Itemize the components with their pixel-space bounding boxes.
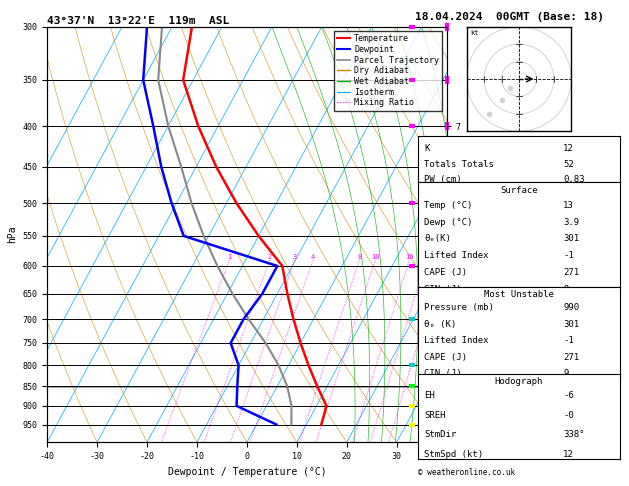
Text: 271: 271 — [563, 353, 579, 362]
Text: 9: 9 — [563, 285, 569, 294]
Text: 10: 10 — [371, 254, 379, 260]
Text: PW (cm): PW (cm) — [425, 175, 462, 184]
Text: -6: -6 — [563, 391, 574, 400]
Text: SREH: SREH — [425, 411, 446, 420]
Text: 3: 3 — [292, 254, 297, 260]
Text: LCL: LCL — [451, 383, 465, 392]
Text: CIN (J): CIN (J) — [425, 369, 462, 379]
Text: Temp (°C): Temp (°C) — [425, 201, 473, 210]
Text: -0: -0 — [563, 411, 574, 420]
Text: 13: 13 — [563, 201, 574, 210]
Text: StmDir: StmDir — [425, 431, 457, 439]
Text: 271: 271 — [563, 268, 579, 277]
Text: -1: -1 — [563, 336, 574, 345]
Text: 16: 16 — [405, 254, 414, 260]
Text: 18.04.2024  00GMT (Base: 18): 18.04.2024 00GMT (Base: 18) — [415, 12, 604, 22]
Text: 1: 1 — [227, 254, 231, 260]
X-axis label: Dewpoint / Temperature (°C): Dewpoint / Temperature (°C) — [167, 467, 326, 477]
Text: Surface: Surface — [500, 186, 538, 195]
Y-axis label: km
ASL: km ASL — [478, 235, 493, 254]
Text: θₑ(K): θₑ(K) — [425, 235, 451, 243]
Text: 4: 4 — [311, 254, 315, 260]
Text: 301: 301 — [563, 320, 579, 329]
Text: Lifted Index: Lifted Index — [425, 251, 489, 260]
Text: 338°: 338° — [563, 431, 585, 439]
Text: CAPE (J): CAPE (J) — [425, 268, 467, 277]
Text: 52: 52 — [563, 159, 574, 169]
Text: 9: 9 — [563, 369, 569, 379]
Text: Hodograph: Hodograph — [495, 377, 543, 386]
Text: Dewp (°C): Dewp (°C) — [425, 218, 473, 227]
Text: Totals Totals: Totals Totals — [425, 159, 494, 169]
Legend: Temperature, Dewpoint, Parcel Trajectory, Dry Adiabat, Wet Adiabat, Isotherm, Mi: Temperature, Dewpoint, Parcel Trajectory… — [334, 31, 442, 110]
Text: -1: -1 — [563, 251, 574, 260]
Text: K: K — [425, 144, 430, 154]
Text: Lifted Index: Lifted Index — [425, 336, 489, 345]
Text: CIN (J): CIN (J) — [425, 285, 462, 294]
Text: 990: 990 — [563, 303, 579, 312]
Text: EH: EH — [425, 391, 435, 400]
Text: Most Unstable: Most Unstable — [484, 290, 554, 299]
Text: Pressure (mb): Pressure (mb) — [425, 303, 494, 312]
Text: 43°37'N  13°22'E  119m  ASL: 43°37'N 13°22'E 119m ASL — [47, 16, 230, 26]
Text: 8: 8 — [357, 254, 362, 260]
Text: StmSpd (kt): StmSpd (kt) — [425, 450, 484, 459]
Text: 12: 12 — [563, 144, 574, 154]
Text: CAPE (J): CAPE (J) — [425, 353, 467, 362]
Text: 301: 301 — [563, 235, 579, 243]
Text: 20: 20 — [422, 254, 430, 260]
Text: Mixing Ratio (g/kg): Mixing Ratio (g/kg) — [495, 166, 504, 261]
Text: 0.83: 0.83 — [563, 175, 585, 184]
Text: θₑ (K): θₑ (K) — [425, 320, 457, 329]
Y-axis label: hPa: hPa — [7, 226, 17, 243]
Text: 25: 25 — [439, 254, 447, 260]
Text: 2: 2 — [267, 254, 272, 260]
Text: 3.9: 3.9 — [563, 218, 579, 227]
Text: © weatheronline.co.uk: © weatheronline.co.uk — [418, 468, 515, 477]
Text: kt: kt — [470, 31, 479, 36]
Text: 12: 12 — [563, 450, 574, 459]
